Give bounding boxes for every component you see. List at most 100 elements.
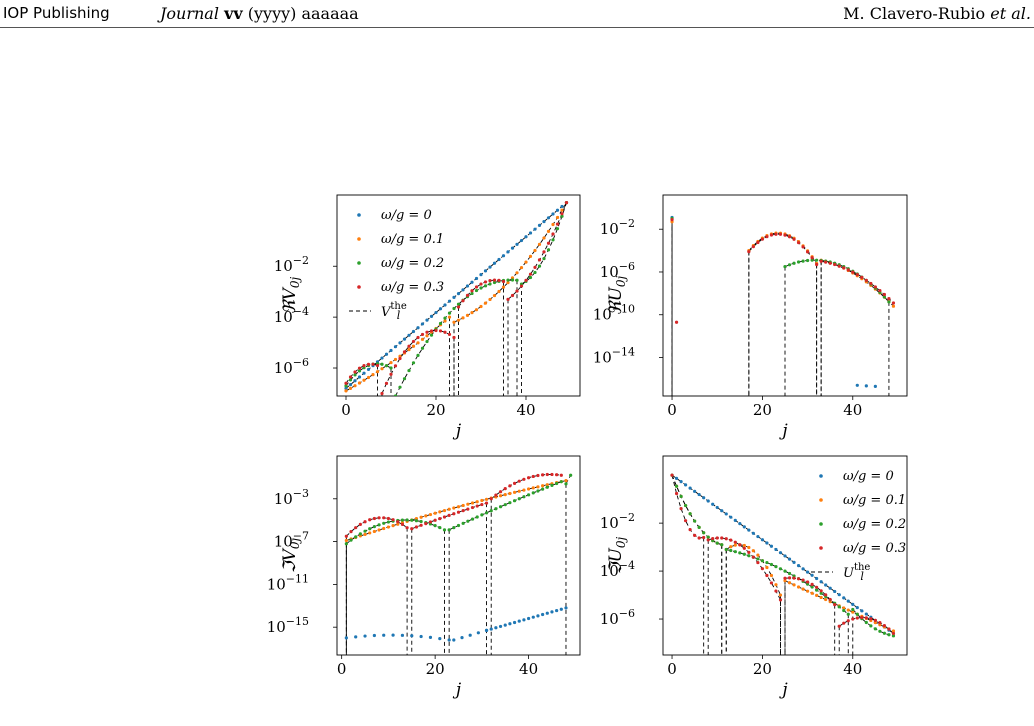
author-name: M. Clavero-Rubio <box>843 4 986 23</box>
data-point <box>344 381 348 385</box>
legend-label: ω/g = 0 <box>843 469 894 484</box>
data-point <box>398 385 402 389</box>
data-point <box>842 596 846 600</box>
data-point <box>476 631 480 635</box>
data-point <box>425 318 429 322</box>
data-point <box>851 270 855 274</box>
data-point <box>465 284 470 288</box>
legend-label: ω/g = 0.1 <box>381 232 444 247</box>
theory-curve <box>852 609 894 637</box>
data-point <box>855 605 859 610</box>
data-point <box>536 614 540 618</box>
data-point <box>783 569 787 573</box>
theory-curve <box>395 279 518 396</box>
y-tick-label: 10−15 <box>267 615 309 636</box>
data-point <box>438 525 442 530</box>
data-point <box>522 495 526 499</box>
data-point <box>522 477 526 481</box>
data-point <box>524 235 528 239</box>
data-point <box>819 591 823 595</box>
data-point <box>550 483 554 487</box>
data-point <box>393 345 398 349</box>
data-point <box>683 519 688 523</box>
data-point <box>742 552 746 556</box>
data-point <box>683 503 688 508</box>
data-point <box>515 242 519 246</box>
data-point <box>380 356 384 360</box>
data-point <box>438 321 443 326</box>
data-point <box>405 518 409 522</box>
data-point <box>864 620 868 625</box>
data-point <box>824 593 828 597</box>
data-point <box>760 567 765 571</box>
data-point <box>851 617 855 621</box>
x-tick-label: 0 <box>341 401 351 419</box>
data-point <box>706 535 710 539</box>
legend-label: ω/g = 0.2 <box>381 256 444 271</box>
data-point <box>420 337 425 341</box>
data-point <box>382 633 386 637</box>
legend-label: Uthe l <box>843 562 870 583</box>
data-point <box>747 528 751 532</box>
data-point <box>733 550 737 554</box>
data-point <box>688 512 692 516</box>
data-point <box>842 621 846 625</box>
data-point <box>674 484 679 488</box>
data-point <box>497 278 501 282</box>
data-point <box>828 261 832 265</box>
data-point <box>697 525 701 529</box>
data-point <box>488 282 492 286</box>
data-point <box>398 354 402 358</box>
data-point <box>787 235 792 239</box>
data-point <box>510 293 515 298</box>
data-point <box>551 212 555 216</box>
data-point <box>489 509 493 513</box>
data-point <box>363 520 367 524</box>
data-point <box>480 513 484 517</box>
data-point <box>420 346 425 350</box>
data-point <box>419 515 423 519</box>
data-point <box>452 526 456 530</box>
data-point <box>447 507 451 511</box>
journal-name: Journal <box>160 4 219 23</box>
data-point <box>498 490 503 494</box>
data-point <box>400 633 405 637</box>
data-point <box>796 241 801 245</box>
data-point <box>344 534 348 538</box>
data-point <box>492 280 497 285</box>
data-point <box>846 612 850 616</box>
data-point <box>438 510 442 514</box>
data-point <box>344 384 348 388</box>
data-point <box>411 329 416 334</box>
data-point <box>438 329 443 333</box>
data-point <box>674 491 679 496</box>
data-point <box>551 238 555 242</box>
data-point <box>531 486 535 490</box>
data-point <box>461 509 465 513</box>
data-point <box>783 579 787 583</box>
data-point <box>492 278 497 282</box>
data-point <box>424 514 428 518</box>
data-point <box>891 631 896 636</box>
data-point <box>357 369 362 373</box>
data-point <box>389 366 393 370</box>
data-point <box>560 208 564 212</box>
data-point <box>756 560 760 565</box>
data-point <box>711 537 715 541</box>
page-header: IOP Publishing Journal vv (yyyy) aaaaaa … <box>0 0 1034 28</box>
data-point <box>801 587 805 591</box>
data-point <box>541 484 545 488</box>
data-point <box>366 362 371 366</box>
data-point <box>564 482 568 486</box>
data-point <box>783 265 787 269</box>
data-point <box>420 332 425 337</box>
data-point <box>442 515 447 519</box>
data-point <box>747 554 751 558</box>
data-point <box>515 271 519 275</box>
data-point <box>366 367 371 372</box>
data-point <box>792 237 796 241</box>
data-point <box>555 215 560 220</box>
data-point <box>724 512 728 516</box>
data-point <box>688 486 692 490</box>
data-point <box>443 303 447 307</box>
